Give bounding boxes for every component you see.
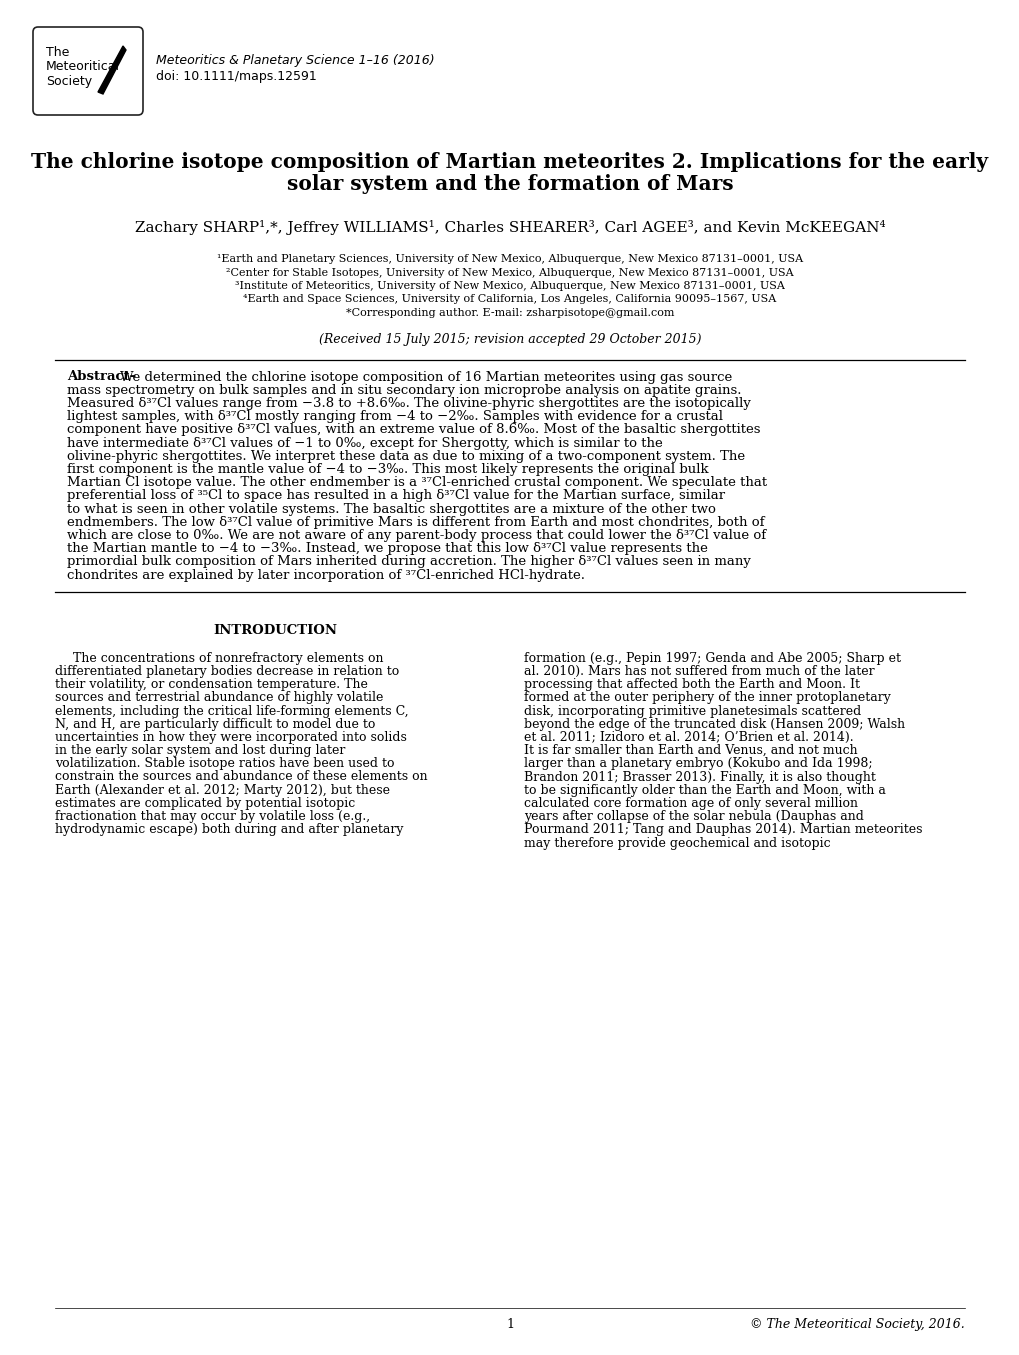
Text: primordial bulk composition of Mars inherited during accretion. The higher δ³⁷Cl: primordial bulk composition of Mars inhe… bbox=[67, 556, 750, 568]
Text: (Received 15 July 2015; revision accepted 29 October 2015): (Received 15 July 2015; revision accepte… bbox=[318, 333, 701, 347]
Text: component have positive δ³⁷Cl values, with an extreme value of 8.6‰. Most of the: component have positive δ³⁷Cl values, wi… bbox=[67, 423, 760, 436]
Text: doi: 10.1111/maps.12591: doi: 10.1111/maps.12591 bbox=[156, 70, 317, 83]
Text: ⁴Earth and Space Sciences, University of California, Los Angeles, California 900: ⁴Earth and Space Sciences, University of… bbox=[244, 294, 775, 305]
Text: constrain the sources and abundance of these elements on: constrain the sources and abundance of t… bbox=[55, 771, 427, 783]
Text: Pourmand 2011; Tang and Dauphas 2014). Martian meteorites: Pourmand 2011; Tang and Dauphas 2014). M… bbox=[524, 824, 921, 836]
Text: formation (e.g., Pepin 1997; Genda and Abe 2005; Sharp et: formation (e.g., Pepin 1997; Genda and A… bbox=[524, 652, 900, 665]
Text: endmembers. The low δ³⁷Cl value of primitive Mars is different from Earth and mo: endmembers. The low δ³⁷Cl value of primi… bbox=[67, 516, 764, 528]
Text: INTRODUCTION: INTRODUCTION bbox=[213, 623, 336, 637]
Text: ¹Earth and Planetary Sciences, University of New Mexico, Albuquerque, New Mexico: ¹Earth and Planetary Sciences, Universit… bbox=[217, 253, 802, 264]
Text: Meteoritical: Meteoritical bbox=[46, 60, 120, 73]
Text: to be significantly older than the Earth and Moon, with a: to be significantly older than the Earth… bbox=[524, 783, 886, 797]
Text: Abstract–: Abstract– bbox=[67, 370, 137, 383]
Text: may therefore provide geochemical and isotopic: may therefore provide geochemical and is… bbox=[524, 836, 829, 850]
Text: al. 2010). Mars has not suffered from much of the later: al. 2010). Mars has not suffered from mu… bbox=[524, 665, 873, 678]
Text: 1: 1 bbox=[505, 1318, 514, 1331]
Text: mass spectrometry on bulk samples and in situ secondary ion microprobe analysis : mass spectrometry on bulk samples and in… bbox=[67, 383, 741, 397]
Text: chondrites are explained by later incorporation of ³⁷Cl-enriched HCl-hydrate.: chondrites are explained by later incorp… bbox=[67, 569, 585, 581]
FancyBboxPatch shape bbox=[33, 27, 143, 115]
Text: estimates are complicated by potential isotopic: estimates are complicated by potential i… bbox=[55, 797, 355, 810]
Text: formed at the outer periphery of the inner protoplanetary: formed at the outer periphery of the inn… bbox=[524, 691, 890, 705]
Text: processing that affected both the Earth and Moon. It: processing that affected both the Earth … bbox=[524, 678, 859, 691]
Text: © The Meteoritical Society, 2016.: © The Meteoritical Society, 2016. bbox=[750, 1318, 964, 1331]
Text: olivine-phyric shergottites. We interpret these data as due to mixing of a two-c: olivine-phyric shergottites. We interpre… bbox=[67, 450, 745, 462]
Text: ³Institute of Meteoritics, University of New Mexico, Albuquerque, New Mexico 871: ³Institute of Meteoritics, University of… bbox=[234, 280, 785, 291]
Text: fractionation that may occur by volatile loss (e.g.,: fractionation that may occur by volatile… bbox=[55, 810, 370, 822]
Text: It is far smaller than Earth and Venus, and not much: It is far smaller than Earth and Venus, … bbox=[524, 744, 857, 757]
Text: calculated core formation age of only several million: calculated core formation age of only se… bbox=[524, 797, 857, 810]
Text: ²Center for Stable Isotopes, University of New Mexico, Albuquerque, New Mexico 8: ²Center for Stable Isotopes, University … bbox=[226, 267, 793, 278]
Text: lightest samples, with δ³⁷Cl mostly ranging from −4 to −2‰. Samples with evidenc: lightest samples, with δ³⁷Cl mostly rang… bbox=[67, 411, 722, 423]
Text: sources and terrestrial abundance of highly volatile: sources and terrestrial abundance of hig… bbox=[55, 691, 383, 705]
Text: et al. 2011; Izidoro et al. 2014; O’Brien et al. 2014).: et al. 2011; Izidoro et al. 2014; O’Brie… bbox=[524, 730, 853, 744]
Text: elements, including the critical life-forming elements C,: elements, including the critical life-fo… bbox=[55, 705, 409, 718]
Text: hydrodynamic escape) both during and after planetary: hydrodynamic escape) both during and aft… bbox=[55, 824, 404, 836]
Text: uncertainties in how they were incorporated into solids: uncertainties in how they were incorpora… bbox=[55, 730, 407, 744]
Text: to what is seen in other volatile systems. The basaltic shergottites are a mixtu: to what is seen in other volatile system… bbox=[67, 503, 715, 515]
Text: Society: Society bbox=[46, 75, 92, 88]
Text: We determined the chlorine isotope composition of 16 Martian meteorites using ga: We determined the chlorine isotope compo… bbox=[120, 370, 732, 383]
Text: Martian Cl isotope value. The other endmember is a ³⁷Cl-enriched crustal compone: Martian Cl isotope value. The other endm… bbox=[67, 476, 766, 489]
Text: solar system and the formation of Mars: solar system and the formation of Mars bbox=[286, 173, 733, 194]
Text: larger than a planetary embryo (Kokubo and Ida 1998;: larger than a planetary embryo (Kokubo a… bbox=[524, 757, 872, 770]
Text: disk, incorporating primitive planetesimals scattered: disk, incorporating primitive planetesim… bbox=[524, 705, 860, 718]
Text: years after collapse of the solar nebula (Dauphas and: years after collapse of the solar nebula… bbox=[524, 810, 863, 822]
Text: in the early solar system and lost during later: in the early solar system and lost durin… bbox=[55, 744, 345, 757]
Text: Brandon 2011; Brasser 2013). Finally, it is also thought: Brandon 2011; Brasser 2013). Finally, it… bbox=[524, 771, 875, 783]
Text: The: The bbox=[46, 46, 69, 60]
Text: *Corresponding author. E-mail: zsharpisotope@gmail.com: *Corresponding author. E-mail: zsharpiso… bbox=[345, 308, 674, 318]
Text: Meteoritics & Planetary Science 1–16 (2016): Meteoritics & Planetary Science 1–16 (20… bbox=[156, 54, 434, 66]
Text: N, and H, are particularly difficult to model due to: N, and H, are particularly difficult to … bbox=[55, 718, 375, 730]
Text: which are close to 0‰. We are not aware of any parent-body process that could lo: which are close to 0‰. We are not aware … bbox=[67, 528, 765, 542]
Text: beyond the edge of the truncated disk (Hansen 2009; Walsh: beyond the edge of the truncated disk (H… bbox=[524, 718, 904, 730]
Text: The concentrations of nonrefractory elements on: The concentrations of nonrefractory elem… bbox=[73, 652, 383, 665]
Text: have intermediate δ³⁷Cl values of −1 to 0‰, except for Shergotty, which is simil: have intermediate δ³⁷Cl values of −1 to … bbox=[67, 436, 662, 450]
Text: the Martian mantle to −4 to −3‰. Instead, we propose that this low δ³⁷Cl value r: the Martian mantle to −4 to −3‰. Instead… bbox=[67, 542, 707, 556]
Text: Earth (Alexander et al. 2012; Marty 2012), but these: Earth (Alexander et al. 2012; Marty 2012… bbox=[55, 783, 389, 797]
Polygon shape bbox=[98, 46, 126, 93]
Text: Measured δ³⁷Cl values range from −3.8 to +8.6‰. The olivine-phyric shergottites : Measured δ³⁷Cl values range from −3.8 to… bbox=[67, 397, 750, 411]
Text: preferential loss of ³⁵Cl to space has resulted in a high δ³⁷Cl value for the Ma: preferential loss of ³⁵Cl to space has r… bbox=[67, 489, 725, 503]
Text: their volatility, or condensation temperature. The: their volatility, or condensation temper… bbox=[55, 678, 368, 691]
Text: first component is the mantle value of −4 to −3‰. This most likely represents th: first component is the mantle value of −… bbox=[67, 463, 708, 476]
Text: differentiated planetary bodies decrease in relation to: differentiated planetary bodies decrease… bbox=[55, 665, 398, 678]
Text: volatilization. Stable isotope ratios have been used to: volatilization. Stable isotope ratios ha… bbox=[55, 757, 394, 770]
Text: The chlorine isotope composition of Martian meteorites 2. Implications for the e: The chlorine isotope composition of Mart… bbox=[32, 152, 987, 172]
Text: Zachary SHARP¹,*, Jeffrey WILLIAMS¹, Charles SHEARER³, Carl AGEE³, and Kevin McK: Zachary SHARP¹,*, Jeffrey WILLIAMS¹, Cha… bbox=[135, 220, 884, 234]
